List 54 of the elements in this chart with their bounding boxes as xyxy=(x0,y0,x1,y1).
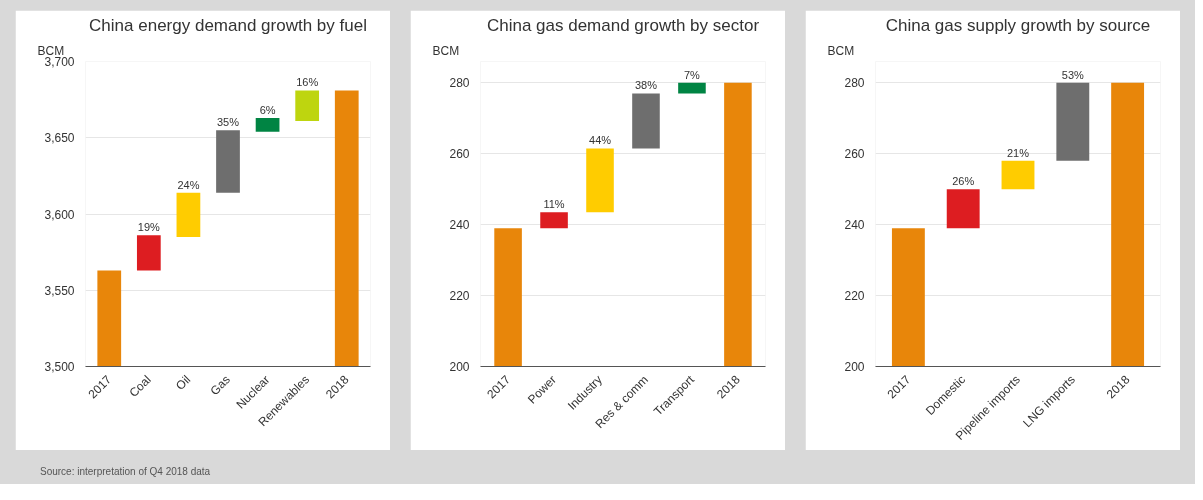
annotation: 16% xyxy=(296,76,319,89)
annotation: 11% xyxy=(543,198,565,211)
bar xyxy=(216,130,240,193)
bar xyxy=(1111,82,1145,367)
y-tick-label: 3,550 xyxy=(44,283,75,298)
annotation: 53% xyxy=(1061,68,1085,81)
x-tick-label: Gas xyxy=(207,372,233,399)
y-tick-label: 260 xyxy=(844,147,865,162)
y-tick-label: 3,700 xyxy=(44,55,75,69)
y-tick-label: 240 xyxy=(449,218,470,233)
annotation: 38% xyxy=(634,79,658,92)
bar xyxy=(891,228,925,367)
y-tick-label: 200 xyxy=(449,360,470,374)
bar xyxy=(1001,160,1035,190)
y-tick-label: 3,600 xyxy=(44,207,75,222)
bar xyxy=(1056,82,1090,161)
bar xyxy=(97,270,122,367)
bar xyxy=(540,212,568,229)
annotation: 44% xyxy=(589,134,612,147)
bar xyxy=(586,148,614,213)
annotation: 24% xyxy=(177,178,200,191)
bar xyxy=(255,117,280,132)
y-axis-title: BCM xyxy=(37,43,65,58)
bar xyxy=(946,189,980,229)
y-tick-label: 240 xyxy=(844,218,865,233)
bar xyxy=(334,90,359,367)
bar xyxy=(295,90,320,121)
annotation: 19% xyxy=(137,221,161,234)
y-tick-label: 3,500 xyxy=(44,360,75,374)
annotation: 26% xyxy=(952,175,975,188)
bar xyxy=(494,228,522,367)
source-note: Source: interpretation of Q4 2018 data xyxy=(40,465,211,479)
y-tick-label: 200 xyxy=(844,360,865,374)
annotation: 6% xyxy=(259,103,276,116)
annotation: 35% xyxy=(216,116,240,129)
y-tick-label: 220 xyxy=(449,289,470,304)
bar xyxy=(176,192,201,237)
annotation: 21% xyxy=(1006,146,1030,159)
y-tick-label: 280 xyxy=(844,76,865,91)
bar xyxy=(136,235,161,271)
chart-title: China energy demand growth by fuel xyxy=(89,15,367,35)
y-tick-label: 260 xyxy=(449,147,470,162)
bar xyxy=(678,82,706,94)
x-tick-label: Oil xyxy=(173,372,194,393)
bar xyxy=(724,82,752,367)
y-tick-label: 220 xyxy=(844,289,865,304)
chart-title: China gas demand growth by sector xyxy=(486,15,760,35)
y-axis-title: BCM xyxy=(827,43,855,58)
bar xyxy=(632,93,660,149)
y-axis-title: BCM xyxy=(432,43,460,58)
y-tick-label: 3,650 xyxy=(44,131,75,146)
annotation: 7% xyxy=(684,68,701,81)
y-tick-label: 280 xyxy=(449,76,470,91)
chart-title: China gas supply growth by source xyxy=(885,15,1151,35)
